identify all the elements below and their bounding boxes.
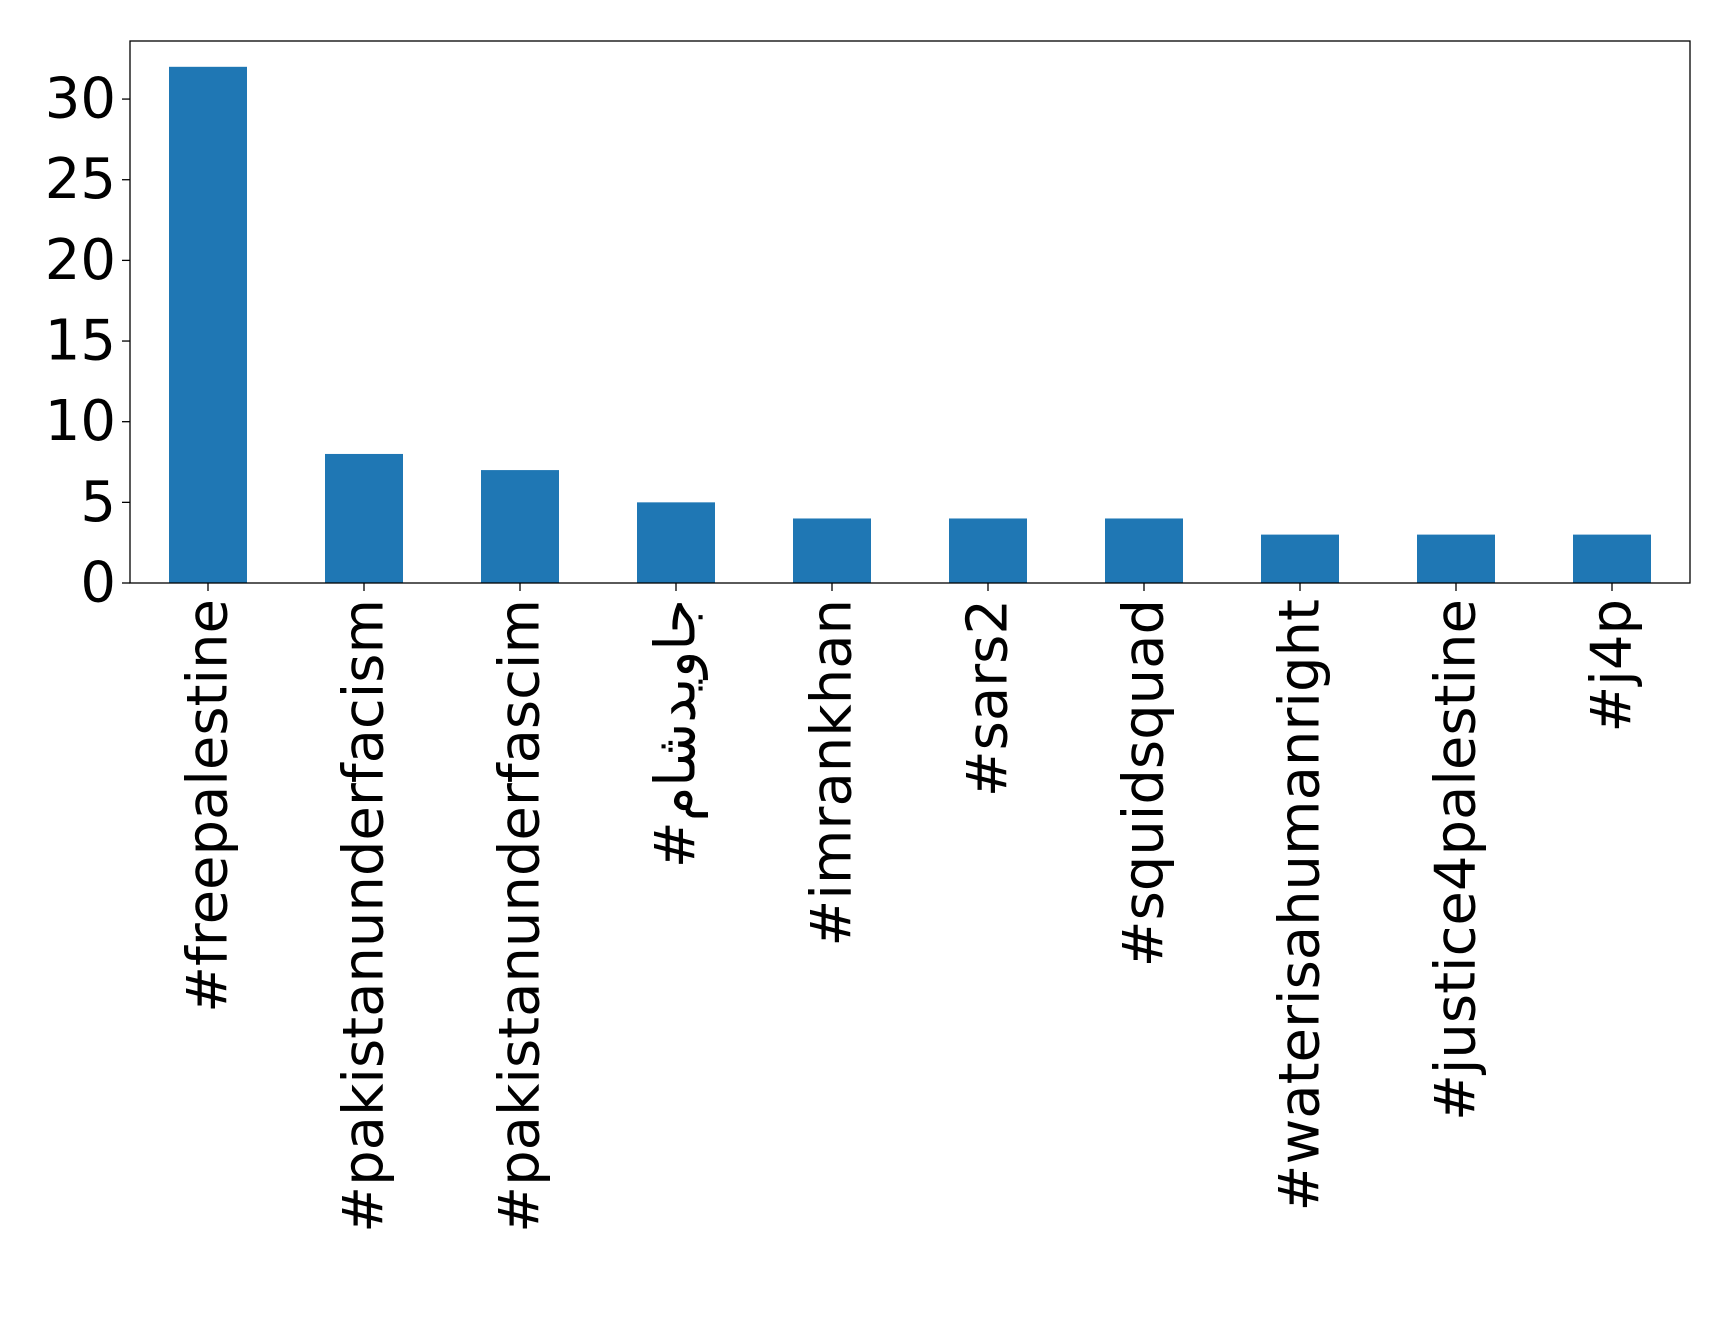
bar-6 (949, 518, 1027, 583)
bar-1 (169, 66, 247, 584)
x-tick-label: #freepalestine (176, 599, 241, 1013)
x-tick-label: #pakistanunderfascim (488, 599, 553, 1233)
bar-5 (793, 518, 871, 583)
y-tick-label: 15 (45, 309, 116, 374)
bar-4 (637, 502, 715, 583)
x-tick-label: #جاویدشام (644, 599, 709, 868)
y-tick-label: 10 (45, 389, 116, 454)
y-axis: 0 5 10 15 20 25 30 (45, 67, 130, 616)
y-tick-label: 0 (80, 551, 116, 616)
x-tick-label: #sars2 (956, 599, 1021, 797)
x-tick-label: #justice4palestine (1424, 599, 1489, 1121)
y-tick-label: 30 (45, 67, 116, 132)
x-tick-label: #squidsquad (1112, 599, 1177, 967)
bar-8 (1261, 534, 1339, 583)
y-tick-label: 20 (45, 228, 116, 293)
bar-10 (1573, 534, 1651, 583)
x-tick-label: #waterisahumanright (1268, 599, 1333, 1211)
x-tick-label: #imrankhan (800, 599, 865, 947)
x-axis: #freepalestine #pakistanunderfacism #pakis… (176, 583, 1645, 1233)
bar-9 (1417, 534, 1495, 583)
bar-7 (1105, 518, 1183, 583)
y-tick-label: 5 (80, 470, 116, 535)
y-tick-label: 25 (45, 147, 116, 212)
bars-layer (169, 66, 1651, 584)
x-tick-label: #j4p (1580, 599, 1645, 733)
bar-3 (481, 470, 559, 583)
bar-2 (325, 453, 403, 583)
plot-frame (129, 40, 1691, 584)
x-tick-label: #pakistanunderfacism (332, 599, 397, 1233)
